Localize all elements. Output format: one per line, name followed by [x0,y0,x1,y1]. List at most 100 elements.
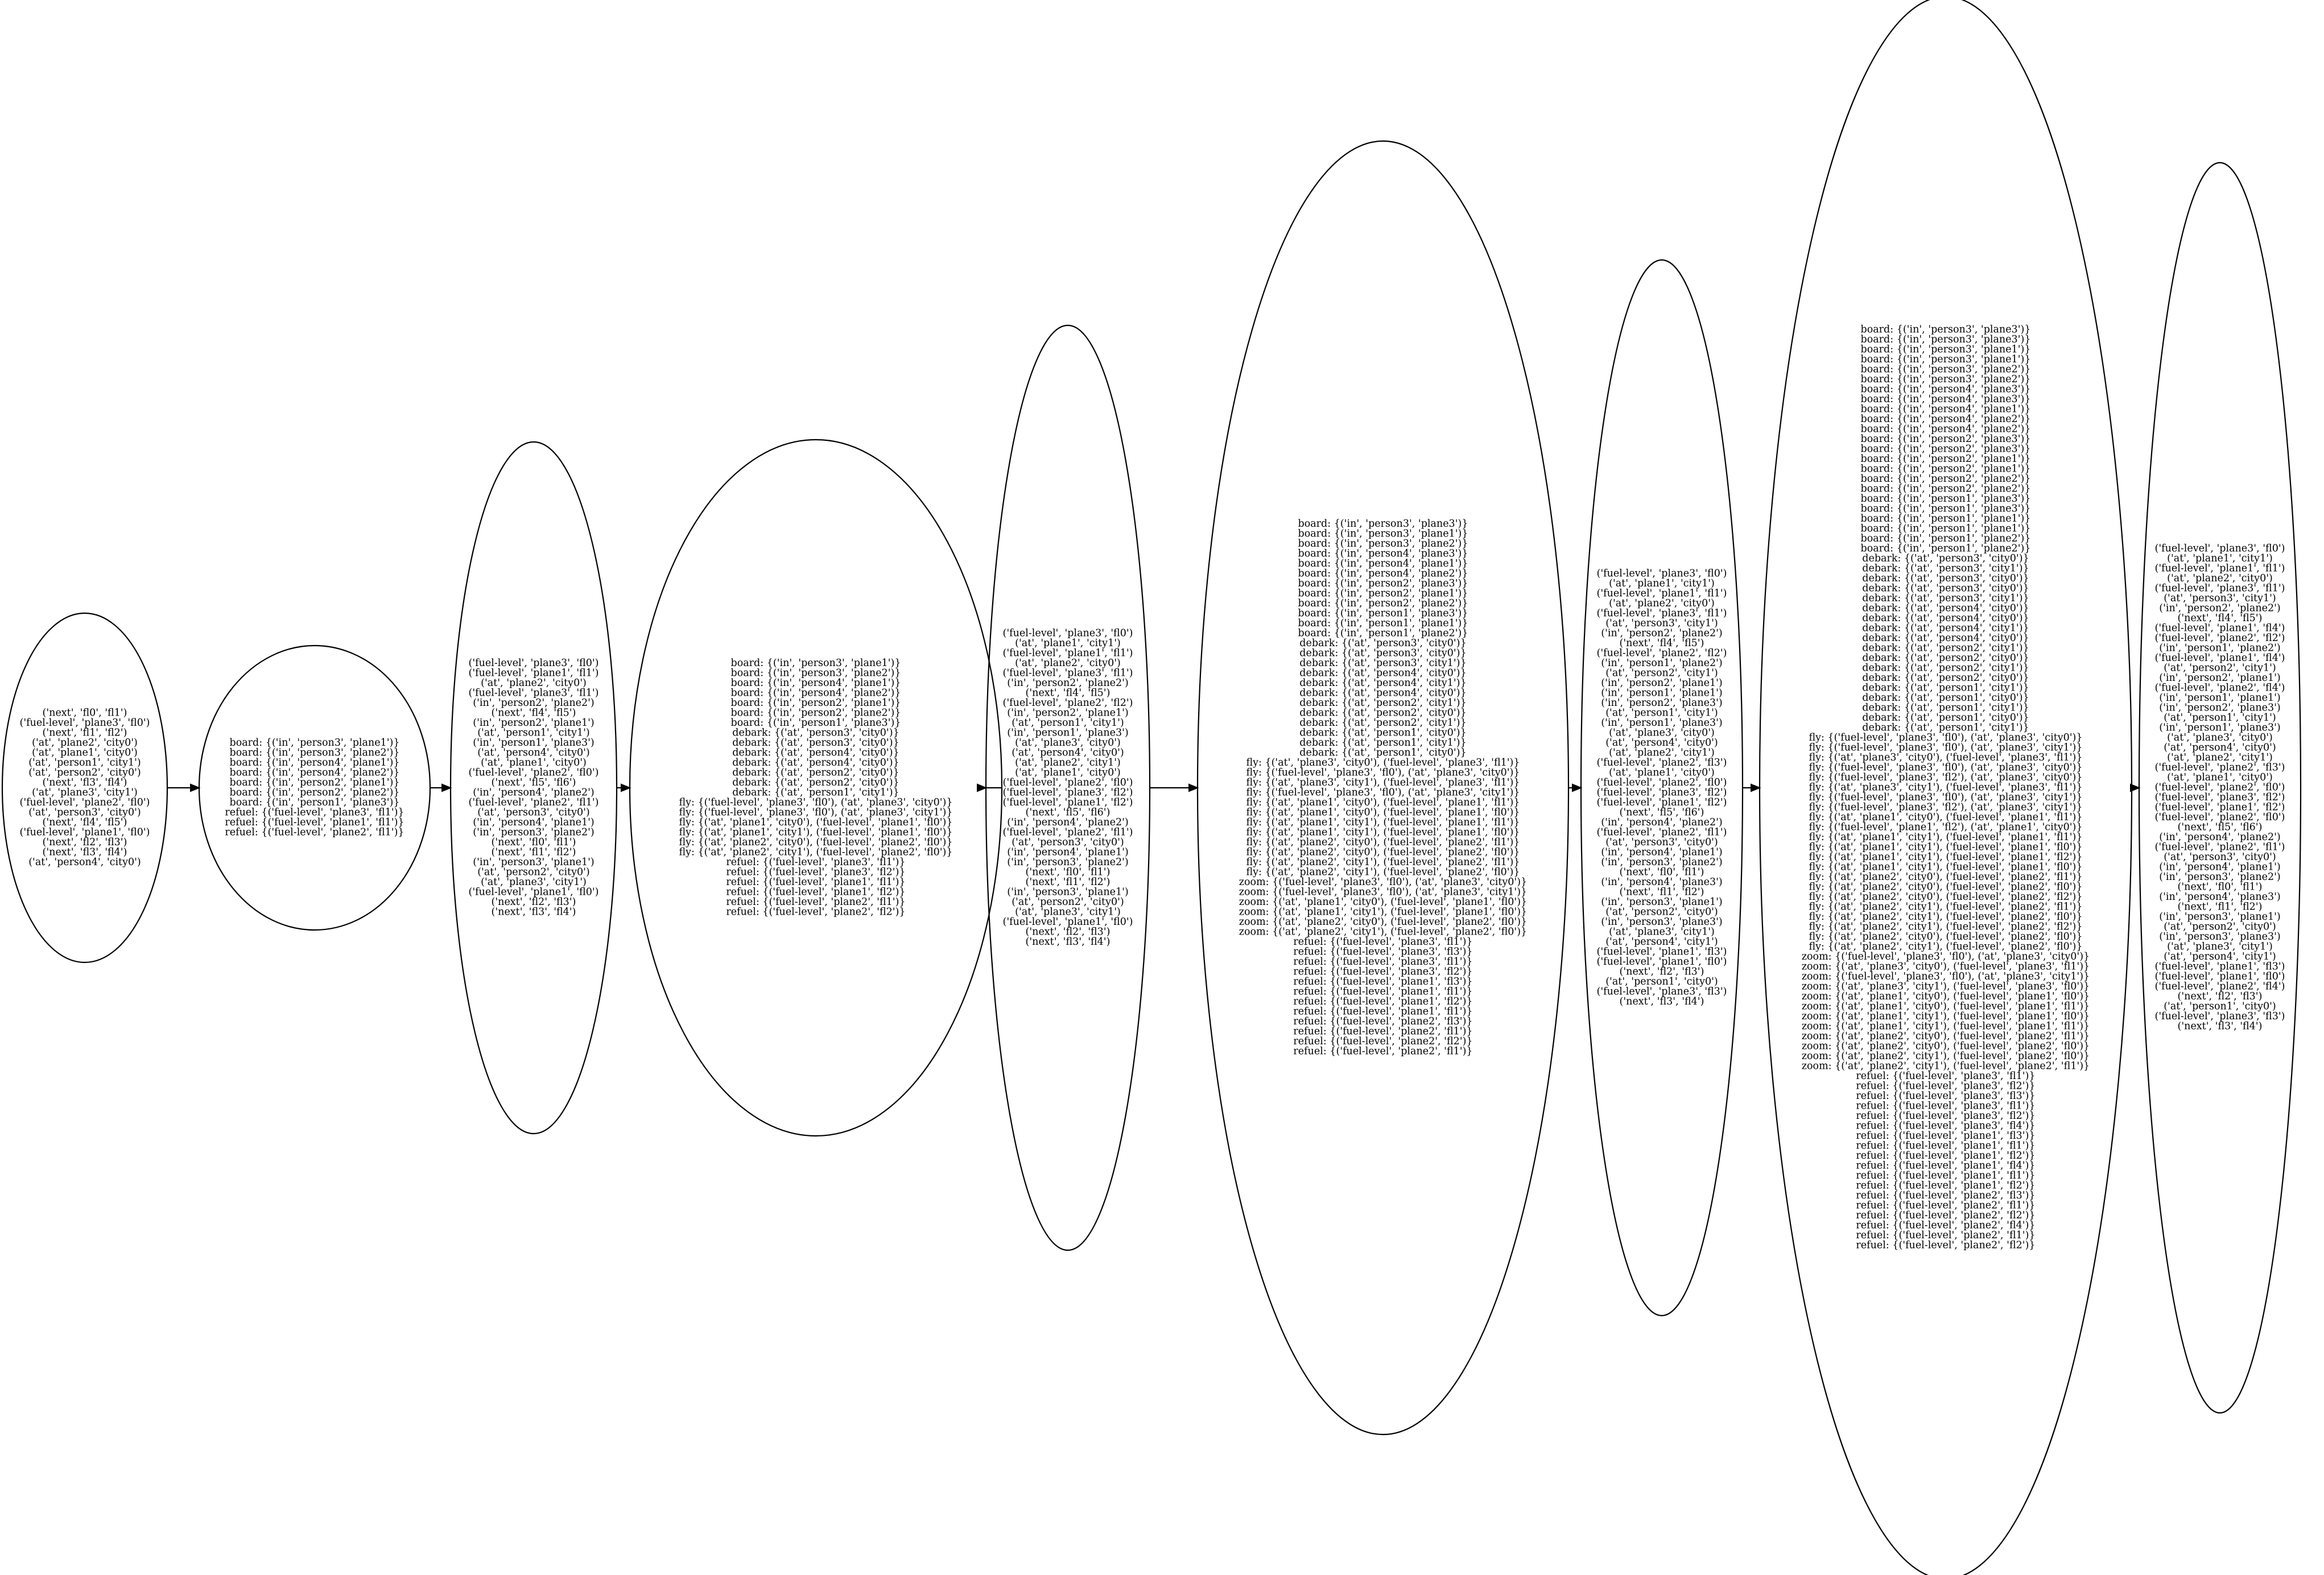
node-label-line: fly: {('at', 'plane2', 'city0'), ('fuel-… [1809,931,2082,942]
node-label-line: ('in', 'person3', 'plane2') [473,826,594,838]
node-label-line: fly: {('fuel-level', 'plane3', 'fl0'), (… [1246,767,1520,778]
node-label-line: ('next', 'fl1', 'fl2') [1620,886,1704,898]
node-label-line: ('next', 'fl1', 'fl2') [492,846,576,858]
node-label-line: ('next', 'fl1', 'fl2') [2178,902,2263,913]
node-label-line: ('next', 'fl3', 'fl4') [492,906,576,917]
node-label-line: board: {('in', 'person3', 'plane1')} [1298,528,1468,539]
node-label-line: ('at', 'plane1', 'city0') [2167,772,2273,783]
node-label-line: ('fuel-level', 'plane1', 'fl0') [469,886,599,898]
node-label-line: board: {('in', 'person4', 'plane3')} [1298,548,1468,559]
node-label-line: ('fuel-level', 'plane3', 'fl3') [2155,1011,2285,1022]
node-label-line: refuel: {('fuel-level', 'plane3', 'fl1')… [726,857,905,868]
node-label-line: debark: {('at', 'person3', 'city1')} [1862,593,2029,604]
node-label-line: ('at', 'plane2', 'city0') [481,677,587,689]
node-label-line: ('at', 'plane3', 'city1') [1609,926,1715,937]
node-label-line: refuel: {('fuel-level', 'plane2', 'fl1')… [726,896,905,908]
state-node-n8: board: {('in', 'person3', 'plane3')}boar… [1759,0,2133,1575]
node-label-line: ('next', 'fl4', 'fl5') [1026,687,1111,698]
node-label-line: ('at', 'person2', 'city0') [2164,921,2276,933]
edge-n7-n8 [1743,783,1761,792]
node-label-line: fly: {('at', 'plane2', 'city1'), ('fuel-… [1809,911,2082,923]
node-label-line: ('fuel-level', 'plane3', 'fl0') [20,717,150,729]
node-label-line: ('fuel-level', 'plane2', 'fl0') [1003,777,1133,788]
node-label-line: board: {('in', 'person4', 'plane1')} [1298,558,1468,569]
node-label-line: zoom: {('at', 'plane2', 'city0'), ('fuel… [1802,1041,2090,1052]
node-label-line: board: {('in', 'person1', 'plane1')} [1861,523,2031,535]
node-label-line: debark: {('at', 'person4', 'city0')} [732,757,899,768]
node-label-line: debark: {('at', 'person4', 'city0')} [1862,603,2029,614]
node-label-line: ('in', 'person2', 'plane2') [473,697,594,709]
node-label-line: fly: {('at', 'plane2', 'city1'), ('fuel-… [1809,902,2082,913]
edge-n1-n2 [167,783,201,792]
node-label-line: refuel: {('fuel-level', 'plane1', 'fl1')… [225,817,404,828]
node-label-line: ('in', 'person3', 'plane2') [1007,857,1128,868]
node-label-line: ('next', 'fl3', 'fl4') [2178,1021,2263,1032]
node-label-line: debark: {('at', 'person1', 'city0')} [1299,727,1466,738]
node-label-line: ('in', 'person1', 'plane2') [1601,658,1722,669]
node-label-line: ('fuel-level', 'plane3', 'fl0') [1597,568,1727,579]
node-label-line: ('in', 'person4', 'plane1') [2159,862,2280,873]
node-label-line: ('next', 'fl3', 'fl4') [43,777,127,788]
node-label-line: refuel: {('fuel-level', 'plane1', 'fl1')… [1293,986,1472,997]
node-label-line: ('at', 'plane1', 'city0') [1609,767,1715,778]
node-label-line: refuel: {('fuel-level', 'plane3', 'fl3')… [1293,946,1472,957]
node-label-line: debark: {('at', 'person1', 'city1')} [1862,702,2029,714]
node-label-line: ('next', 'fl2', 'fl3') [43,837,127,848]
node-label-line: refuel: {('fuel-level', 'plane1', 'fl2')… [1856,1150,2035,1161]
edge-n3-n4 [617,783,631,792]
node-label-line: refuel: {('fuel-level', 'plane1', 'fl2')… [1856,1180,2035,1192]
node-label-line: board: {('in', 'person3', 'plane2')} [731,667,901,679]
node-label-line: ('at', 'plane2', 'city0') [2167,573,2273,584]
edge-n2-n3 [430,783,452,792]
node-label-line: refuel: {('fuel-level', 'plane1', 'fl3')… [1293,976,1472,987]
node-label-line: ('fuel-level', 'plane3', 'fl3') [1597,986,1727,997]
node-label-line: ('at', 'person1', 'city1') [28,757,141,768]
node-label-line: zoom: {('at', 'plane2', 'city0'), ('fuel… [1239,916,1527,928]
node-label-line: ('at', 'person4', 'city0') [1012,747,1124,758]
node-label-line: debark: {('at', 'person3', 'city1')} [1862,563,2029,574]
node-label-line: ('at', 'plane1', 'city1') [1609,578,1715,589]
node-label-line: ('in', 'person4', 'plane2') [1601,817,1722,828]
node-label-line: fly: {('fuel-level', 'plane3', 'fl0'), (… [1809,732,2082,743]
node-label-line: ('in', 'person3', 'plane3') [1601,916,1722,928]
node-label-line: ('in', 'person1', 'plane3') [1007,727,1128,738]
node-label-line: board: {('in', 'person3', 'plane1')} [1861,344,2031,355]
node-label-line: board: {('in', 'person2', 'plane3')} [1861,444,2031,455]
state-node-n3: ('fuel-level', 'plane3', 'fl0')('fuel-le… [449,441,618,1135]
node-label-line: zoom: {('at', 'plane1', 'city0'), ('fuel… [1802,991,2090,1002]
node-label-line: board: {('in', 'person2', 'plane2')} [1861,483,2031,495]
node-label-line: ('fuel-level', 'plane2', 'fl0') [2155,812,2285,823]
node-ellipse [449,441,618,1135]
node-label-line: ('at', 'person2', 'city1') [1605,667,1718,679]
node-label-line: refuel: {('fuel-level', 'plane3', 'fl2')… [1856,1110,2035,1122]
node-label-line: fly: {('fuel-level', 'plane3', 'fl2'), (… [1809,772,2082,783]
arrowhead-icon [621,783,631,792]
node-label-line: fly: {('fuel-level', 'plane3', 'fl0'), (… [1809,742,2082,754]
node-label-line: debark: {('at', 'person4', 'city0')} [732,747,899,758]
node-label-line: ('next', 'fl0', 'fl1') [43,707,127,718]
node-label-line: board: {('in', 'person4', 'plane1')} [731,677,901,689]
node-label-line: board: {('in', 'person4', 'plane3')} [1861,384,2031,395]
node-label-line: debark: {('at', 'person1', 'city1')} [1862,722,2029,734]
node-label-line: debark: {('at', 'person4', 'city0')} [1299,667,1466,679]
node-label-line: zoom: {('fuel-level', 'plane3', 'fl0'), … [1802,971,2090,982]
node-label-line: ('at', 'person2', 'city0') [1012,896,1124,908]
node-label-line: debark: {('at', 'person3', 'city0')} [1862,553,2029,564]
node-label-line: ('fuel-level', 'plane2', 'fl4') [2155,981,2285,993]
node-label-line: zoom: {('at', 'plane1', 'city1'), ('fuel… [1239,906,1527,917]
node-label-line: zoom: {('fuel-level', 'plane3', 'fl0'), … [1239,877,1527,888]
node-label-line: ('at', 'person1', 'city1') [1605,707,1718,718]
node-label-line: refuel: {('fuel-level', 'plane2', 'fl4')… [1856,1220,2035,1231]
node-label-line: fly: {('at', 'plane3', 'city0'), ('fuel-… [1809,752,2082,763]
node-label-line: ('fuel-level', 'plane2', 'fl0') [2155,782,2285,793]
state-node-n5: ('fuel-level', 'plane3', 'fl0')('at', 'p… [985,324,1151,1251]
node-label-line: fly: {('at', 'plane2', 'city1'), ('fuel-… [679,846,952,858]
node-label-line: board: {('in', 'person2', 'plane1')} [1861,453,2031,465]
node-label-line: refuel: {('fuel-level', 'plane3', 'fl4')… [1856,1121,2035,1132]
node-label-line: board: {('in', 'person4', 'plane3')} [1861,394,2031,405]
node-label-line: fly: {('at', 'plane2', 'city0'), ('fuel-… [1809,891,2082,903]
node-label-line: fly: {('at', 'plane1', 'city1'), ('fuel-… [1809,842,2082,853]
node-label-line: zoom: {('at', 'plane1', 'city1'), ('fuel… [1802,1021,2090,1032]
node-label-line: debark: {('at', 'person3', 'city0')} [1862,583,2029,594]
node-label-line: ('in', 'person4', 'plane2') [473,787,594,798]
